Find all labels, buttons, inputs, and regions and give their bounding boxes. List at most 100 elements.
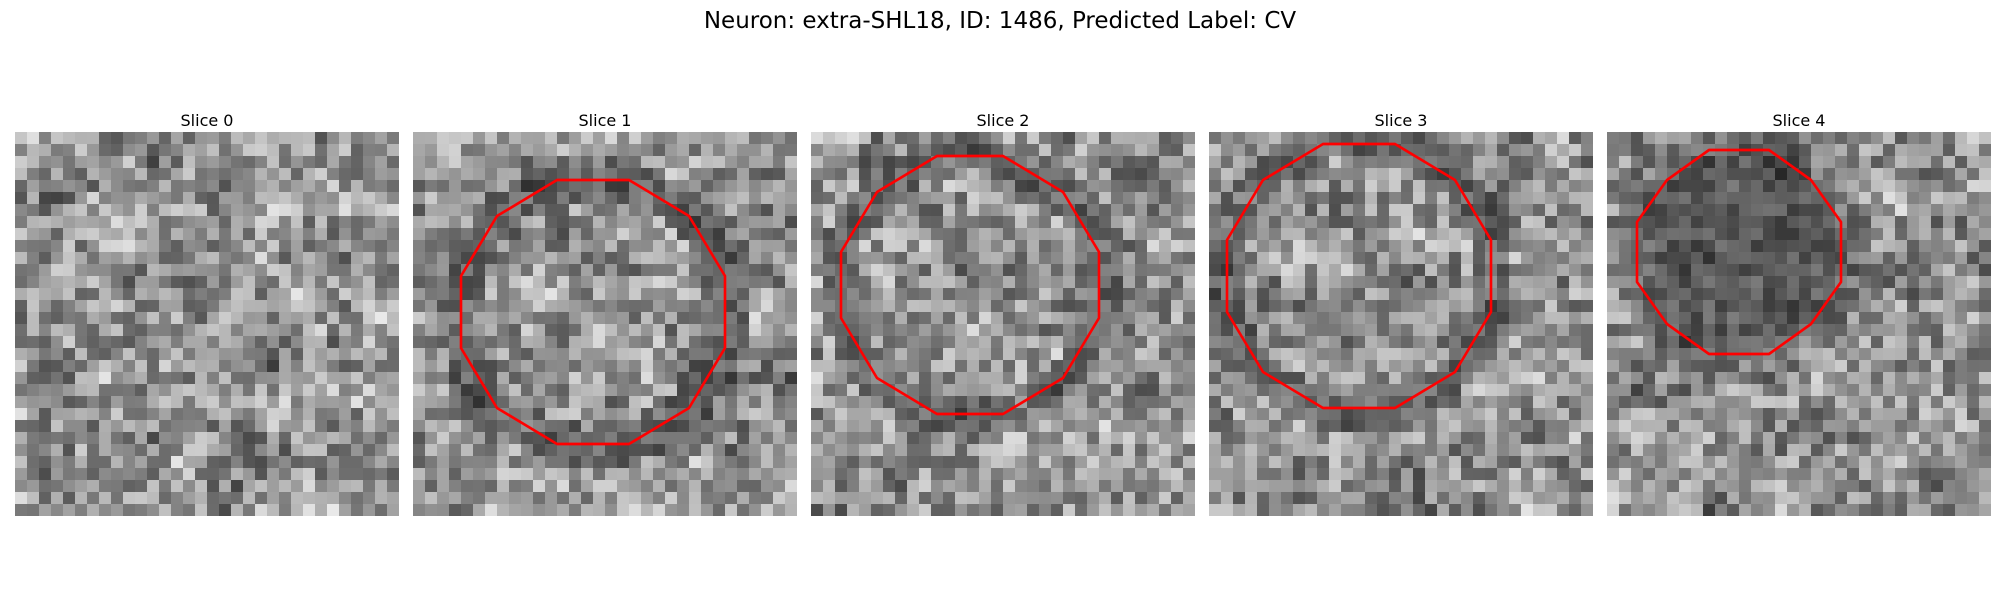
pixel (1799, 204, 1812, 217)
pixel (255, 288, 268, 301)
pixel (641, 192, 654, 205)
pixel (1353, 432, 1366, 445)
pixel (1425, 468, 1438, 481)
pixel (461, 324, 474, 337)
pixel (171, 336, 184, 349)
pixel (1835, 168, 1848, 181)
pixel (689, 408, 702, 421)
pixel (135, 180, 148, 193)
pixel (1607, 336, 1620, 349)
pixel (701, 492, 714, 505)
pixel (533, 204, 546, 217)
pixel (677, 144, 690, 157)
pixel (1557, 180, 1570, 193)
pixel (1111, 420, 1124, 433)
pixel (737, 504, 750, 516)
pixel (665, 252, 678, 265)
slice-panel-0: Slice 0 (15, 110, 399, 516)
pixel (1147, 432, 1160, 445)
pixel (883, 348, 896, 361)
pixel (231, 276, 244, 289)
pixel (171, 252, 184, 265)
pixel (1907, 156, 1920, 169)
pixel (919, 420, 932, 433)
pixel (823, 216, 836, 229)
pixel (461, 396, 474, 409)
pixel (473, 288, 486, 301)
pixel (195, 492, 208, 505)
pixel (509, 288, 522, 301)
pixel (473, 432, 486, 445)
pixel (1751, 168, 1764, 181)
pixel (581, 492, 594, 505)
pixel (437, 156, 450, 169)
pixel (991, 444, 1004, 457)
pixel (1655, 444, 1668, 457)
pixel (497, 492, 510, 505)
pixel (967, 360, 980, 373)
pixel (1329, 300, 1342, 313)
pixel (1883, 180, 1896, 193)
pixel (315, 300, 328, 313)
pixel (1171, 252, 1184, 265)
pixel (351, 240, 364, 253)
pixel (183, 444, 196, 457)
pixel (1967, 264, 1980, 277)
pixel (1003, 432, 1016, 445)
pixel (171, 360, 184, 373)
pixel (1521, 396, 1534, 409)
pixel (147, 264, 160, 277)
pixel (39, 504, 52, 516)
pixel (1329, 468, 1342, 481)
pixel (725, 384, 738, 397)
pixel (291, 204, 304, 217)
figure-title: Neuron: extra-SHL18, ID: 1486, Predicted… (703, 8, 1297, 34)
pixel (1329, 228, 1342, 241)
pixel (87, 156, 100, 169)
pixel (533, 384, 546, 397)
pixel (1257, 492, 1270, 505)
pixel (785, 444, 797, 457)
pixel (1003, 300, 1016, 313)
pixel (425, 252, 438, 265)
pixel (207, 456, 220, 469)
pixel (1221, 432, 1234, 445)
pixel (1087, 384, 1100, 397)
pixel (1679, 420, 1692, 433)
pixel (1871, 384, 1884, 397)
pixel (883, 168, 896, 181)
pixel (1557, 408, 1570, 421)
pixel (811, 444, 824, 457)
pixel (1955, 228, 1968, 241)
pixel (1123, 300, 1136, 313)
pixel (339, 312, 352, 325)
pixel (907, 408, 920, 421)
pixel (1221, 468, 1234, 481)
pixel (737, 360, 750, 373)
pixel (159, 336, 172, 349)
pixel (1473, 192, 1486, 205)
pixel (1581, 336, 1593, 349)
pixel (159, 168, 172, 181)
pixel (871, 348, 884, 361)
pixel (1919, 408, 1932, 421)
pixel (255, 144, 268, 157)
pixel (1257, 504, 1270, 516)
pixel (979, 444, 992, 457)
pixel (545, 336, 558, 349)
pixel (1221, 396, 1234, 409)
pixel (1317, 276, 1330, 289)
pixel (87, 360, 100, 373)
pixel (521, 216, 534, 229)
pixel (1099, 360, 1112, 373)
pixel (919, 180, 932, 193)
pixel (1569, 432, 1582, 445)
pixel (183, 204, 196, 217)
pixel (1643, 396, 1656, 409)
pixel (231, 324, 244, 337)
pixel (653, 144, 666, 157)
pixel (871, 288, 884, 301)
pixel (1269, 288, 1282, 301)
pixel (617, 408, 630, 421)
pixel (811, 252, 824, 265)
